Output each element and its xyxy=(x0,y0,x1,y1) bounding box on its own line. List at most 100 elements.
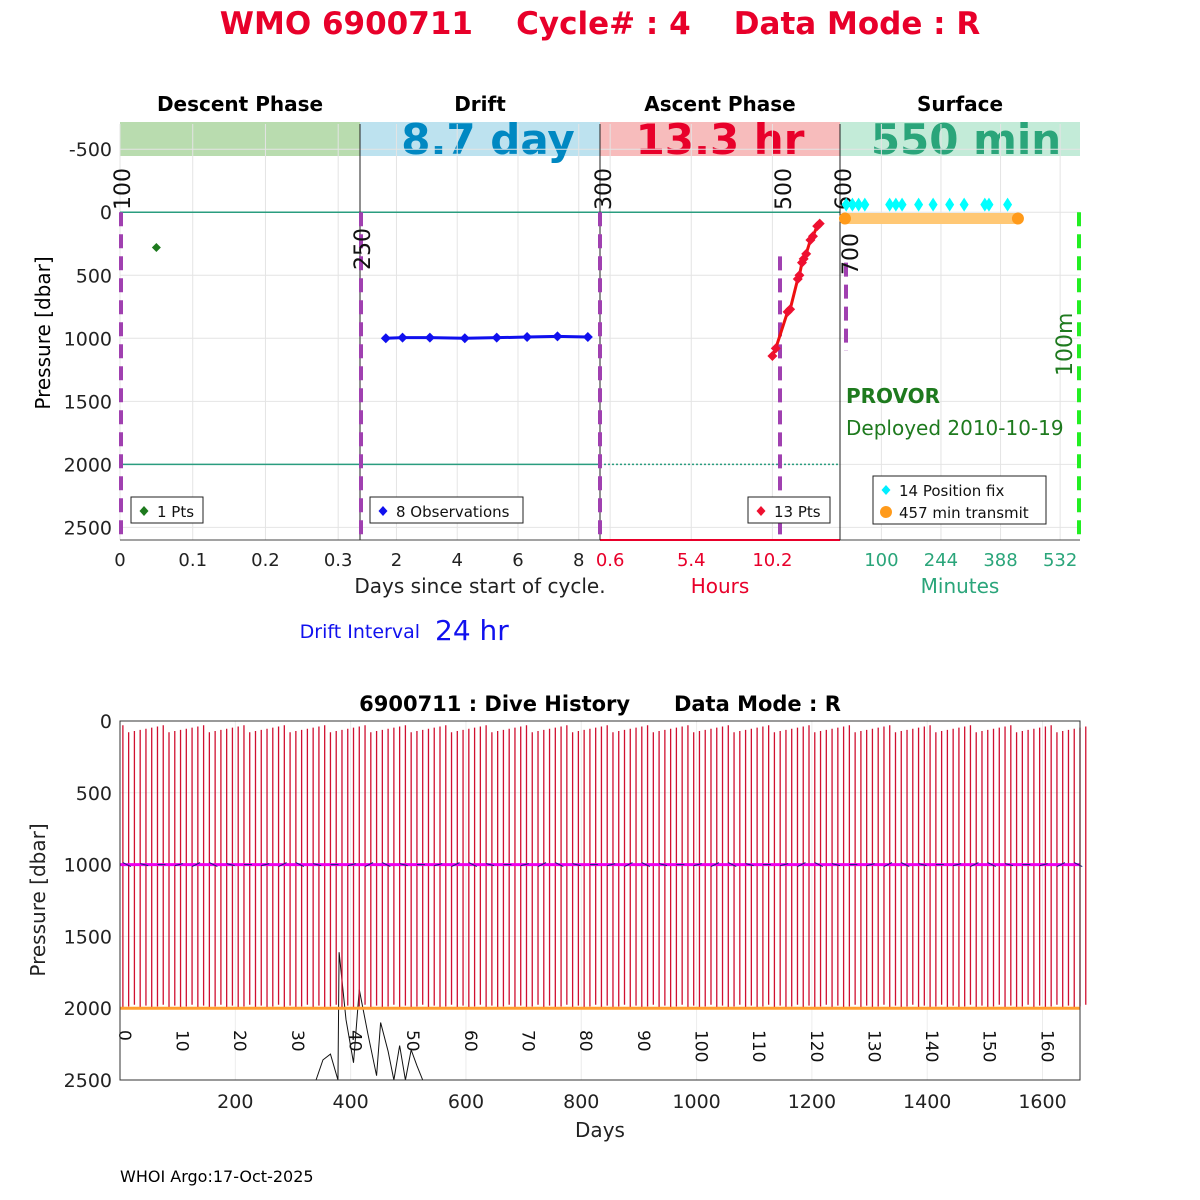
descent-point xyxy=(151,243,161,253)
depth-marker-label: 250 xyxy=(351,228,376,270)
drift-point xyxy=(424,332,435,343)
drift-wiggle xyxy=(710,862,720,868)
legend-marker xyxy=(880,506,892,518)
position-fix-point xyxy=(891,197,901,212)
drift-wiggle xyxy=(434,863,443,867)
depth-marker-label: 300 xyxy=(592,168,617,210)
drift-wiggle xyxy=(866,863,875,867)
x-tick-label: 1200 xyxy=(788,1091,836,1113)
float-type: PROVOR xyxy=(846,384,940,408)
drift-wiggle xyxy=(313,863,322,867)
cycle-marks xyxy=(151,197,1024,361)
drift-point xyxy=(582,332,593,343)
position-fix-point xyxy=(854,197,864,212)
position-fix-point xyxy=(841,197,851,212)
x-tick-label: 2 xyxy=(391,550,402,571)
top-y-axis: -500 0 500 1000 1500 2000 2500 xyxy=(64,139,112,539)
drift-wiggle xyxy=(728,862,737,868)
drift-wiggle xyxy=(572,863,581,867)
ascent-point xyxy=(794,270,805,281)
dive-marks xyxy=(120,725,1087,1081)
legend-box xyxy=(369,496,524,524)
drift-wiggle xyxy=(122,862,132,868)
legend-label: 14 Position fix xyxy=(899,482,1004,500)
x-tick-label: 0.6 xyxy=(596,550,625,571)
x-tick-label: 0.2 xyxy=(251,550,280,571)
x-tick-label: 244 xyxy=(924,550,958,571)
drift-wiggle xyxy=(382,862,391,868)
cycle-number-label: 10 xyxy=(172,1030,192,1052)
x-tick-label: 600 xyxy=(448,1091,484,1113)
drift-wiggle xyxy=(555,862,564,868)
cycle-number-label: 140 xyxy=(921,1030,941,1062)
drift-wiggle xyxy=(953,863,962,867)
position-fix-point xyxy=(928,197,938,212)
drift-wiggle xyxy=(693,863,702,867)
drift-wiggle xyxy=(607,863,616,867)
dive-y-label: Pressure [dbar] xyxy=(26,823,50,976)
drift-wiggle xyxy=(831,863,841,867)
surface-duration: 550 min xyxy=(871,115,1061,164)
position-fix-point xyxy=(984,197,994,212)
cycle-number-label: 130 xyxy=(863,1030,883,1062)
x-tick-label: 388 xyxy=(983,550,1017,571)
ascent-band xyxy=(600,122,840,156)
drift-wiggle xyxy=(226,863,235,867)
position-fix-point xyxy=(959,197,969,212)
drift-wiggle xyxy=(624,862,633,868)
drift-wiggle xyxy=(537,862,547,868)
drift-wiggle xyxy=(658,863,668,867)
legend-label: 457 min transmit xyxy=(899,504,1029,522)
cycle-panel: Descent Phase Drift Ascent Phase Surface… xyxy=(31,92,1081,647)
ascent-point xyxy=(807,231,818,242)
depth-marker-label: 500 xyxy=(772,168,797,210)
x-tick-label: 1000 xyxy=(672,1091,720,1113)
drift-wiggle xyxy=(1074,862,1083,868)
drift-wiggle xyxy=(209,862,218,868)
drift-wiggle xyxy=(261,863,270,867)
dive-history-plot-area xyxy=(120,721,1080,1080)
drift-wiggle xyxy=(883,862,893,868)
drift-wiggle xyxy=(780,863,789,867)
drift-wiggle xyxy=(918,863,927,867)
drift-wiggle xyxy=(797,862,806,868)
drift-wiggle xyxy=(901,862,910,868)
drift-x-label: Days since start of cycle. xyxy=(354,574,605,598)
depth-marker-label: 100 xyxy=(111,168,136,210)
y-tick-label: 0 xyxy=(100,711,112,733)
y-tick-label: 1500 xyxy=(64,391,112,413)
x-tick-label: 6 xyxy=(512,550,523,571)
x-tick-label: 800 xyxy=(563,1091,599,1113)
drift-header: Drift xyxy=(454,92,506,116)
x-tick-label: 5.4 xyxy=(677,550,706,571)
position-fix-point xyxy=(860,197,870,212)
x-tick-label: 0.1 xyxy=(178,550,207,571)
seafloor-trace xyxy=(315,952,424,1081)
y-tick-label: 2500 xyxy=(64,517,112,539)
legend-marker xyxy=(139,506,149,516)
drift-wiggle xyxy=(745,863,754,867)
surface-header: Surface xyxy=(917,92,1003,116)
transmit-endpoint xyxy=(1011,212,1024,225)
drift-point xyxy=(552,331,563,342)
drift-wiggle xyxy=(641,862,651,868)
position-fix-point xyxy=(897,197,907,212)
x-tick-label: 1400 xyxy=(903,1091,951,1113)
drift-wiggle xyxy=(140,863,149,867)
drift-wiggle xyxy=(174,863,183,867)
ascent-duration: 13.3 hr xyxy=(636,115,805,164)
x-tick-label: 400 xyxy=(332,1091,368,1113)
drift-point xyxy=(459,333,470,344)
drift-wiggle xyxy=(987,862,996,868)
drift-point xyxy=(522,332,533,343)
ascent-point xyxy=(814,218,825,229)
cycle-number-label: 60 xyxy=(460,1030,480,1052)
cycle-number-label: 100 xyxy=(690,1030,710,1062)
cycle-number-label: 70 xyxy=(517,1030,537,1052)
drift-point xyxy=(491,332,502,343)
legend-label: 8 Observations xyxy=(396,503,510,521)
x-tick-label: 200 xyxy=(217,1091,253,1113)
x-tick-label: 1600 xyxy=(1018,1091,1066,1113)
cycle-number-label: 120 xyxy=(806,1030,826,1062)
dive-history-panel: 6900711 : Dive History Data Mode : R 0 10… xyxy=(26,692,1087,1142)
